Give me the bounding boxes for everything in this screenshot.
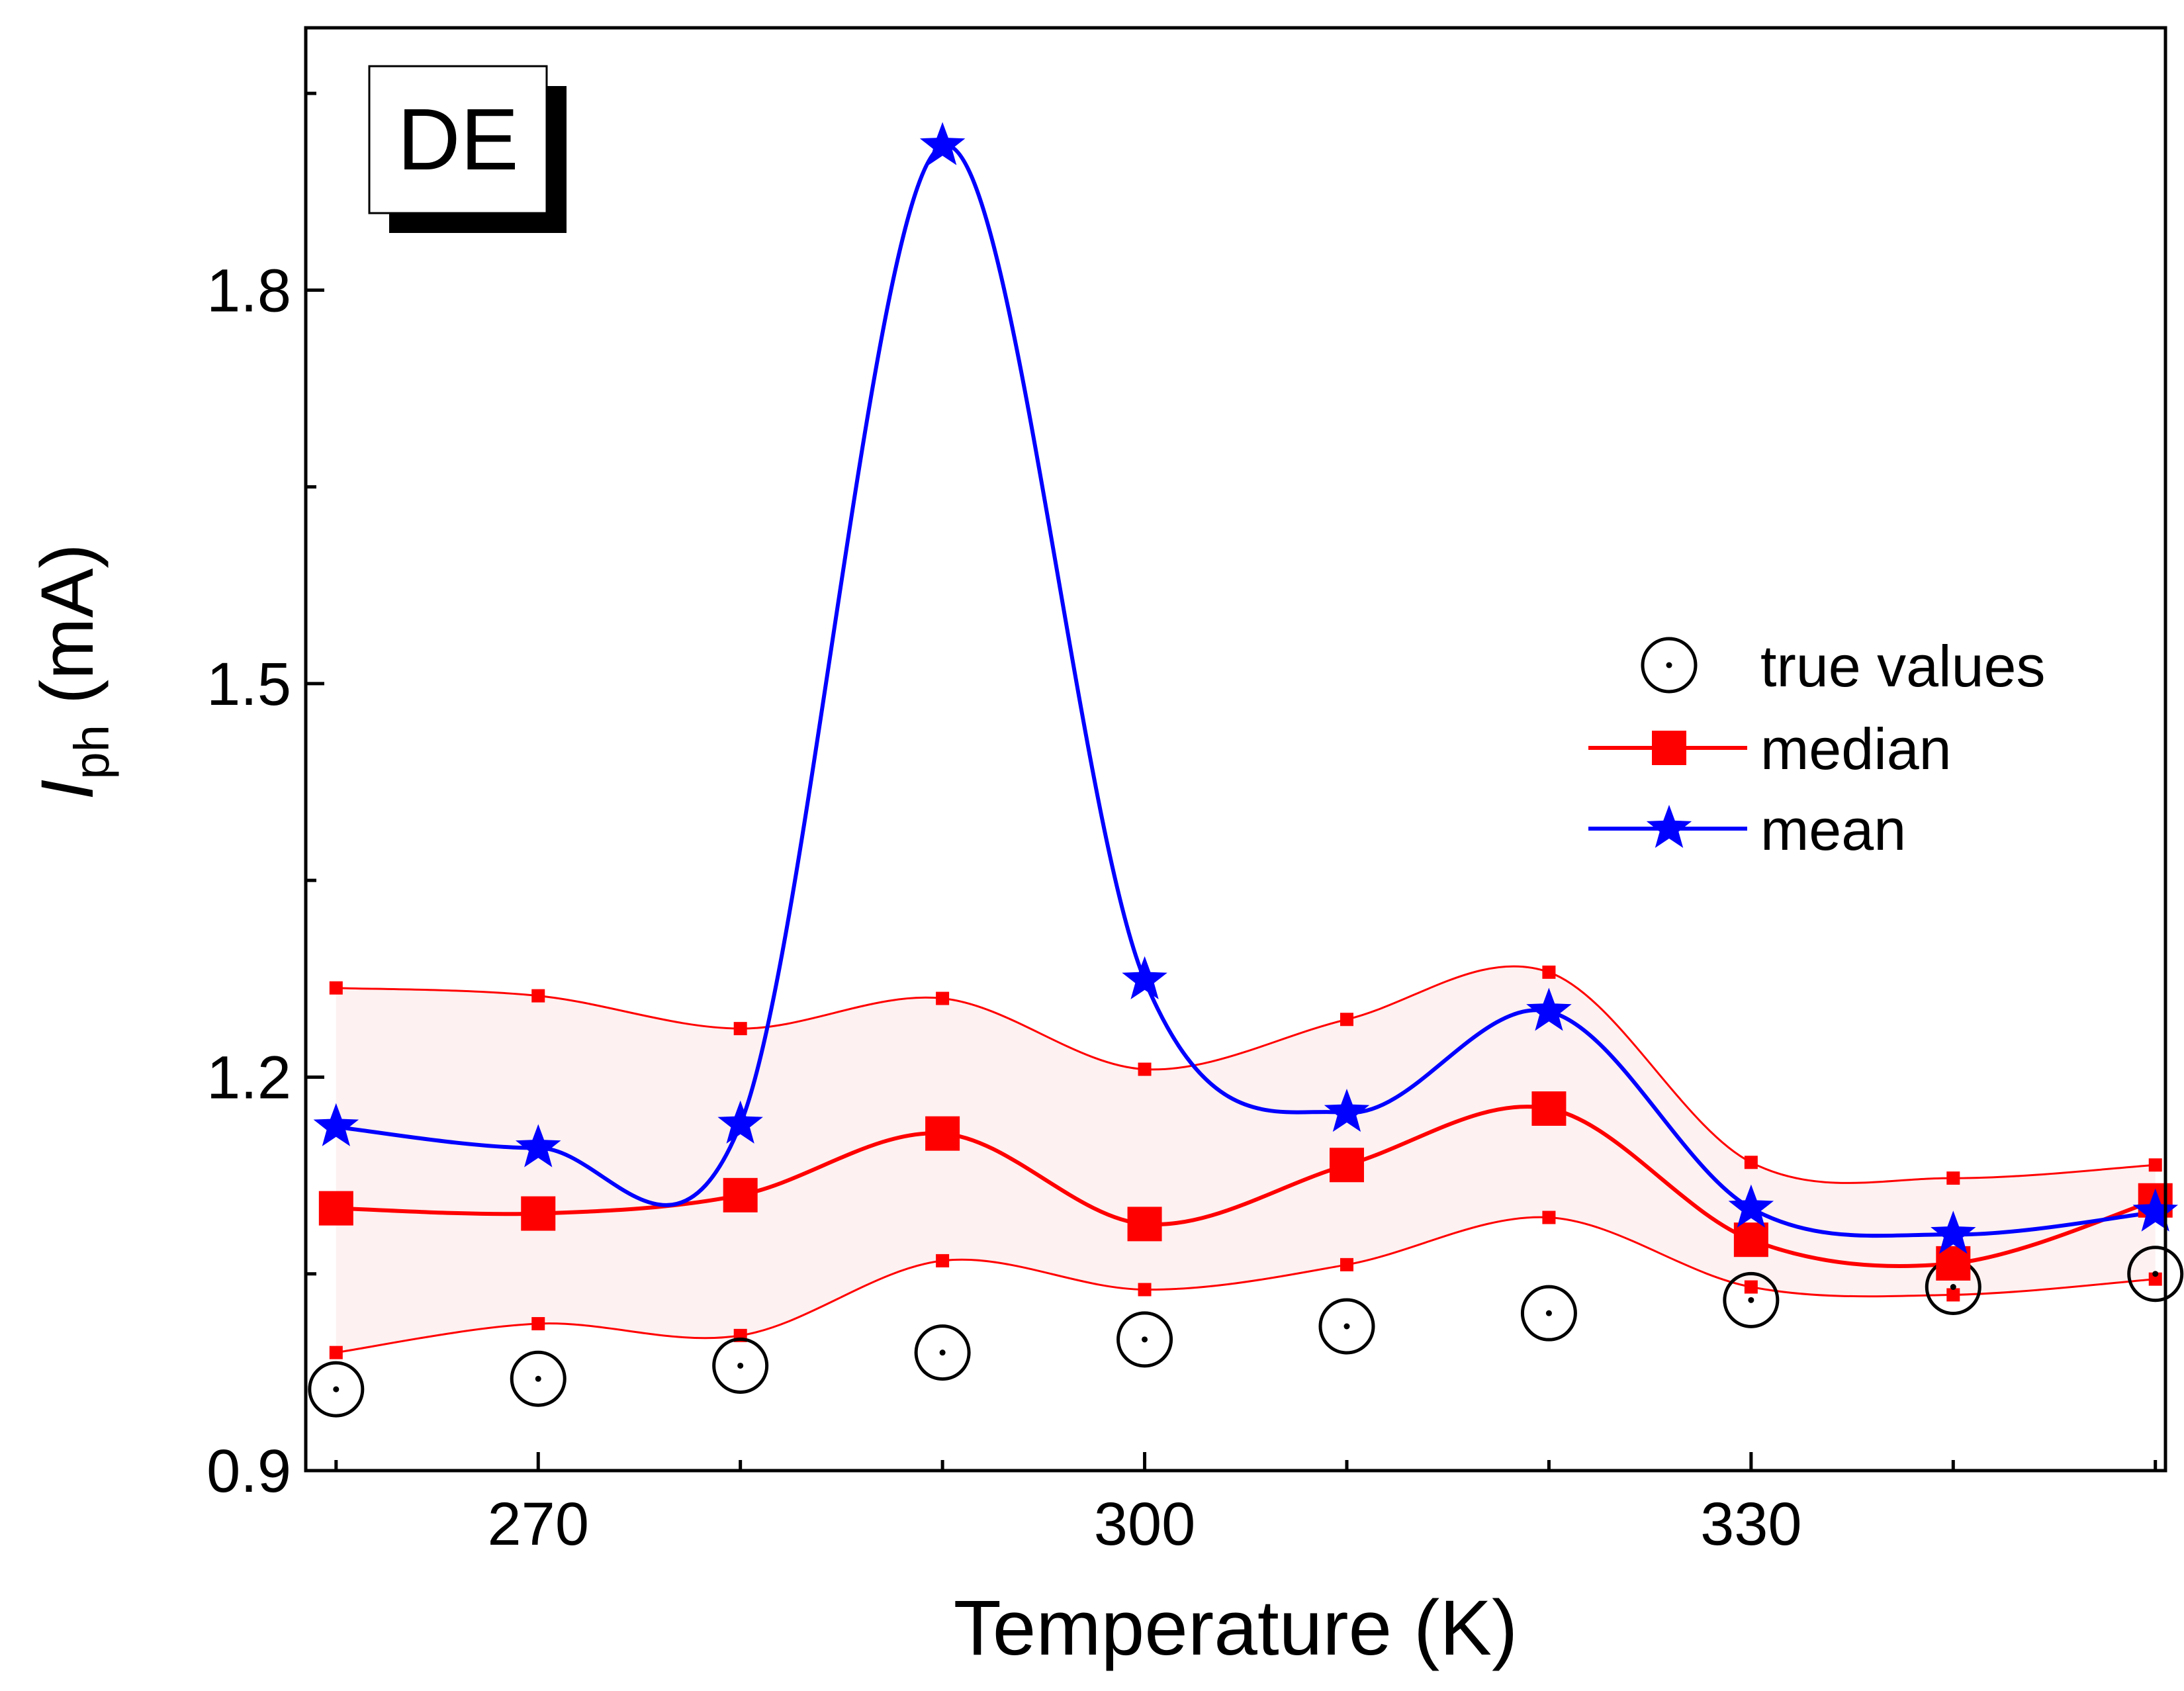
median-point-280 bbox=[723, 1177, 758, 1212]
mean-point-350 bbox=[2132, 1188, 2178, 1232]
true-values-point-270 bbox=[510, 1350, 567, 1407]
mean-point-260 bbox=[313, 1103, 359, 1146]
legend-label-median: median bbox=[1760, 716, 1952, 782]
y-tick-label-0.9: 0.9 bbox=[206, 1438, 291, 1505]
panel-label-box: DE bbox=[368, 65, 567, 233]
mean-point-340 bbox=[1931, 1211, 1976, 1254]
band-layer bbox=[336, 965, 2156, 1354]
median-point-330 bbox=[1733, 1222, 1768, 1257]
band-lower-point-290 bbox=[936, 1254, 950, 1267]
mean-point-280 bbox=[717, 1100, 763, 1144]
band-lower-point-270 bbox=[531, 1317, 545, 1331]
mean-point-330 bbox=[1728, 1184, 1774, 1228]
panel-label-frame bbox=[368, 65, 548, 214]
median-point-300 bbox=[1127, 1207, 1162, 1242]
band-lower-point-320 bbox=[1542, 1211, 1556, 1224]
band-upper-point-320 bbox=[1542, 965, 1556, 979]
band-fill bbox=[336, 966, 2156, 1353]
band-lower-point-310 bbox=[1340, 1257, 1353, 1271]
label-layer: 270 300 330 0.9 1.2 1.5 1.8 Temperature (K) Iph … bbox=[26, 257, 1802, 1672]
band-upper-point-270 bbox=[531, 989, 545, 1003]
axes-layer bbox=[304, 26, 2167, 1473]
band-lower-point-260 bbox=[329, 1346, 343, 1359]
median-point-320 bbox=[1531, 1091, 1567, 1126]
median-point-310 bbox=[1329, 1148, 1364, 1183]
legend-label-true-values: true values bbox=[1760, 633, 2045, 699]
true-values-point-330 bbox=[1723, 1271, 1780, 1328]
true-values-point-350 bbox=[2127, 1246, 2184, 1303]
band-upper-point-280 bbox=[733, 1022, 747, 1036]
median-point-290 bbox=[925, 1116, 960, 1151]
legend-item-mean: mean bbox=[1588, 797, 1906, 862]
true-values-point-300 bbox=[1116, 1311, 1173, 1368]
true-values-point-280 bbox=[712, 1337, 769, 1394]
x-tick-label-330: 330 bbox=[1700, 1490, 1802, 1558]
mean-point-310 bbox=[1324, 1089, 1370, 1132]
x-tick-label-270: 270 bbox=[488, 1490, 590, 1558]
y-axis-title: Iph (mA) bbox=[26, 543, 119, 800]
band-upper-point-350 bbox=[2148, 1158, 2162, 1172]
y-tick-label-1.2: 1.2 bbox=[206, 1044, 291, 1111]
legend: true values median mean bbox=[1588, 633, 2045, 862]
band-lower-point-330 bbox=[1744, 1280, 1758, 1294]
band-lower-point-350 bbox=[2148, 1272, 2162, 1286]
band-upper-point-340 bbox=[1946, 1171, 1960, 1185]
band-lower-point-340 bbox=[1946, 1288, 1960, 1302]
band-lower-point-300 bbox=[1138, 1283, 1152, 1297]
true-values-point-290 bbox=[914, 1324, 971, 1381]
x-tick-label-300: 300 bbox=[1094, 1490, 1196, 1558]
band-lower-line bbox=[336, 1216, 2156, 1354]
band-upper-point-290 bbox=[936, 991, 950, 1005]
true-values-point-260 bbox=[308, 1361, 365, 1418]
mean-point-300 bbox=[1122, 956, 1167, 999]
legend-item-true-values: true values bbox=[1641, 633, 2045, 699]
marker-layer bbox=[308, 122, 2184, 1418]
x-axis-title: Temperature (K) bbox=[954, 1584, 1518, 1672]
band-upper-point-260 bbox=[329, 981, 343, 995]
median-point-260 bbox=[318, 1191, 353, 1226]
band-upper-point-310 bbox=[1340, 1013, 1353, 1027]
y-tick-label-1.8: 1.8 bbox=[206, 257, 291, 324]
band-upper-point-300 bbox=[1138, 1062, 1152, 1076]
mean-point-320 bbox=[1526, 987, 1572, 1031]
band-upper-line bbox=[336, 965, 2156, 1184]
true-values-point-320 bbox=[1520, 1285, 1577, 1342]
plot-frame bbox=[304, 26, 2167, 1473]
median-point-270 bbox=[521, 1196, 556, 1231]
legend-label-mean: mean bbox=[1760, 797, 1906, 862]
mean-point-290 bbox=[919, 122, 966, 165]
true-values-point-310 bbox=[1318, 1298, 1375, 1355]
mean-point-270 bbox=[516, 1124, 561, 1167]
band-upper-point-330 bbox=[1744, 1156, 1758, 1169]
legend-item-median: median bbox=[1588, 716, 1952, 782]
y-tick-label-1.5: 1.5 bbox=[206, 651, 291, 718]
panel-label: DE bbox=[397, 91, 518, 188]
median-line bbox=[336, 1105, 2156, 1268]
